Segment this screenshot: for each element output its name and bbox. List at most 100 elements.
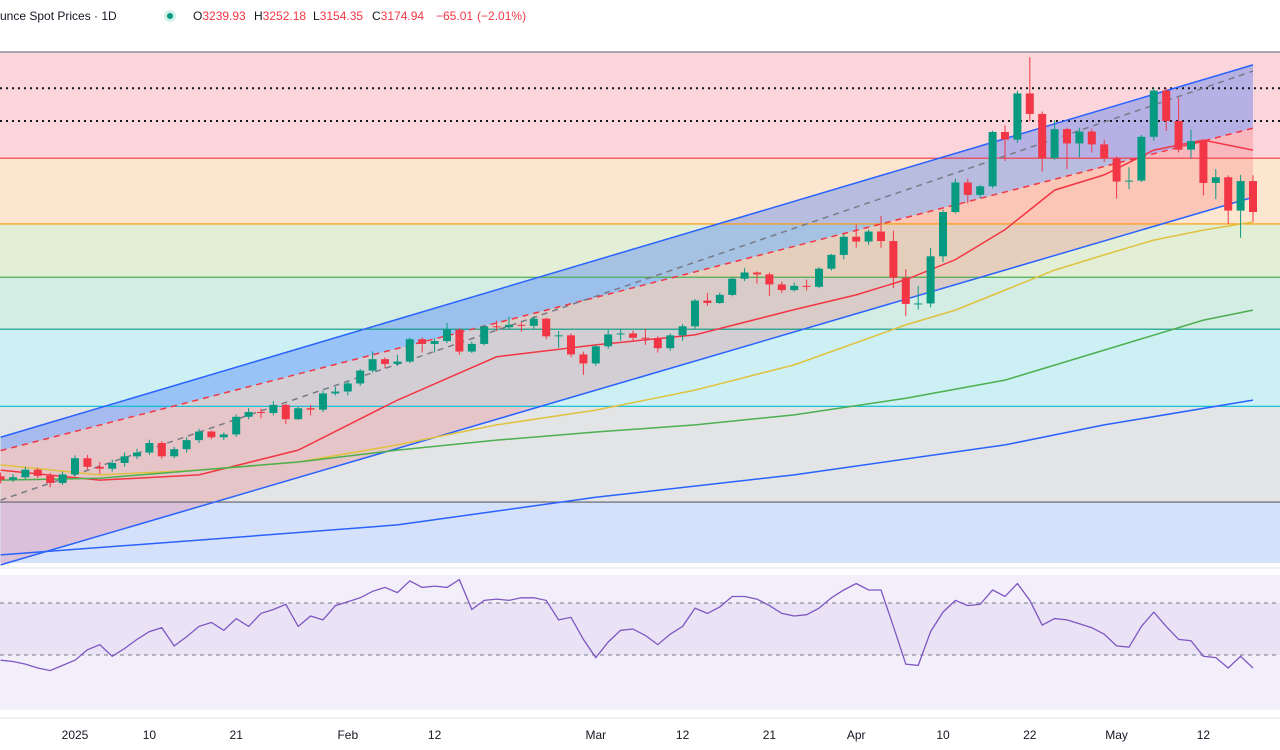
candle-body bbox=[877, 231, 885, 242]
moving-average bbox=[0, 309, 1254, 481]
candle-body bbox=[1149, 90, 1158, 137]
candle-body bbox=[356, 370, 365, 384]
candle-body bbox=[889, 241, 898, 278]
candle-body bbox=[529, 318, 538, 326]
candle-body bbox=[963, 182, 972, 195]
candle-body bbox=[21, 469, 30, 478]
candle-body bbox=[170, 449, 179, 457]
candle-body bbox=[120, 456, 129, 463]
candle-body bbox=[567, 335, 575, 355]
x-tick-label: 2025 bbox=[62, 728, 89, 742]
candle-body bbox=[430, 341, 439, 344]
candle-body bbox=[653, 338, 662, 349]
candle-body bbox=[852, 236, 861, 242]
rsi-background bbox=[0, 575, 1280, 710]
candle-body bbox=[71, 458, 79, 475]
change-percent: (−2.01%) bbox=[477, 9, 526, 23]
candle-body bbox=[1100, 144, 1109, 159]
candle-body bbox=[492, 326, 501, 328]
candle-body bbox=[839, 236, 848, 255]
candle-body bbox=[926, 256, 935, 304]
status-dot bbox=[167, 13, 173, 19]
candle-body bbox=[1013, 93, 1022, 140]
candle-body bbox=[257, 412, 265, 414]
channel-line bbox=[0, 196, 1254, 566]
candle-body bbox=[46, 475, 55, 483]
candle-body bbox=[381, 359, 389, 364]
candle-body bbox=[232, 416, 241, 435]
candle-body bbox=[1137, 136, 1146, 181]
x-tick-label: 10 bbox=[936, 728, 950, 742]
candle-body bbox=[418, 339, 427, 344]
x-tick-label: Feb bbox=[337, 728, 358, 742]
ohlc-value: 3252.18 bbox=[263, 9, 307, 23]
channel-fill bbox=[0, 64, 1254, 451]
candle-body bbox=[951, 182, 960, 213]
x-tick-label: 12 bbox=[1197, 728, 1211, 742]
ohlc-value: 3154.35 bbox=[320, 9, 364, 23]
ohlc-letter: L bbox=[313, 9, 320, 23]
candle-body bbox=[691, 300, 699, 327]
candle-body bbox=[1224, 177, 1233, 211]
candle-body bbox=[1211, 177, 1220, 183]
candle-body bbox=[1174, 121, 1183, 150]
candle-body bbox=[1063, 129, 1071, 144]
candle-body bbox=[777, 284, 786, 291]
candle-body bbox=[765, 274, 774, 285]
candle-body bbox=[294, 408, 303, 420]
candle-body bbox=[554, 335, 563, 337]
candle-body bbox=[219, 434, 228, 438]
candle-body bbox=[864, 231, 873, 242]
candle-body bbox=[976, 186, 985, 195]
x-tick-label: 12 bbox=[676, 728, 690, 742]
candle-body bbox=[1075, 131, 1084, 144]
x-tick-label: 21 bbox=[230, 728, 244, 742]
candle-body bbox=[1038, 113, 1047, 159]
candle-body bbox=[604, 334, 613, 347]
price-pane bbox=[0, 51, 1280, 566]
x-tick-label: Apr bbox=[847, 728, 866, 742]
ohlc-value: 3239.93 bbox=[202, 9, 246, 23]
rsi-band bbox=[0, 603, 1280, 655]
candle-body bbox=[1125, 180, 1133, 182]
candle-body bbox=[0, 476, 5, 480]
candle-body bbox=[1001, 132, 1009, 140]
candle-body bbox=[728, 278, 737, 295]
x-tick-label: 10 bbox=[143, 728, 157, 742]
candle-body bbox=[616, 333, 625, 335]
x-tick-label: May bbox=[1105, 728, 1128, 742]
candle-body bbox=[542, 318, 551, 337]
candle-body bbox=[58, 474, 67, 483]
candle-body bbox=[1087, 131, 1096, 145]
candle-body bbox=[269, 404, 278, 413]
candle-body bbox=[182, 440, 191, 450]
candle-body bbox=[901, 277, 910, 304]
x-tick-label: 21 bbox=[763, 728, 777, 742]
candle-body bbox=[281, 404, 290, 420]
candle-body bbox=[467, 343, 476, 352]
candle-body bbox=[306, 408, 315, 410]
candle-body bbox=[157, 442, 166, 457]
candle-body bbox=[1236, 181, 1245, 211]
candle-body bbox=[480, 326, 489, 344]
ohlc-letter: C bbox=[372, 9, 381, 23]
candle-body bbox=[405, 339, 414, 362]
candle-body bbox=[319, 393, 327, 410]
candle-body bbox=[393, 361, 402, 364]
candle-body bbox=[666, 335, 675, 349]
level-zone bbox=[0, 329, 1280, 407]
candle-body bbox=[790, 285, 799, 291]
candle-body bbox=[988, 132, 997, 187]
candle-body bbox=[1112, 158, 1121, 182]
level-zone bbox=[0, 502, 1280, 563]
candle-body bbox=[505, 324, 513, 328]
candle-body bbox=[331, 391, 340, 394]
candle-body bbox=[95, 466, 104, 469]
candle-body bbox=[195, 431, 203, 441]
candle-body bbox=[678, 326, 687, 336]
candle-body bbox=[715, 294, 724, 303]
candle-body bbox=[9, 477, 17, 480]
candle-body bbox=[33, 469, 42, 476]
header: unce Spot Prices · 1D O3239.93 H3252.18 L31… bbox=[0, 9, 526, 23]
level-zone bbox=[0, 406, 1280, 503]
